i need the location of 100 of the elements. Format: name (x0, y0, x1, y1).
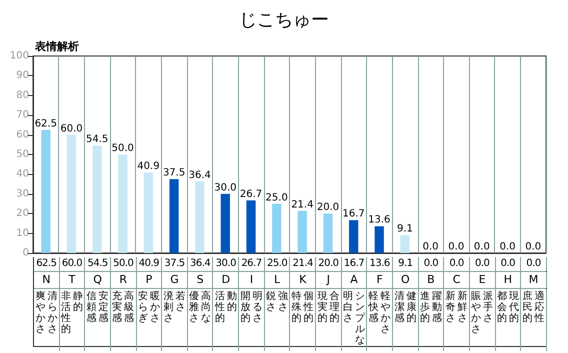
data-label: 26.7 (239, 257, 265, 271)
text: 強さ (278, 291, 288, 313)
text: 開放的 (240, 291, 250, 324)
x-tick-label: C (444, 272, 470, 288)
text: 現実的 (317, 291, 328, 324)
text: 賑やかさ (471, 291, 482, 335)
bar (272, 204, 282, 253)
text: 庶民的 (522, 291, 532, 324)
text: 現代的 (508, 291, 519, 324)
bar (195, 181, 204, 253)
text: 進歩的 (420, 291, 430, 324)
text: 新奇さ (446, 291, 456, 324)
text: 都会的 (496, 291, 507, 324)
text: 動的 (226, 291, 237, 313)
data-label: 54.5 (85, 257, 111, 271)
x-tick-label: H (496, 272, 522, 288)
text: 0.0 (448, 242, 464, 252)
data-label: 62.5 (34, 257, 60, 271)
text: 充実感 (112, 291, 122, 324)
bar (118, 154, 128, 253)
text: 暖かさ (150, 291, 160, 324)
y-tick-label: 60 (16, 129, 29, 140)
data-label: 0.0 (521, 257, 547, 271)
x-tick-label: I (239, 272, 265, 288)
text: 25.0 (266, 192, 288, 204)
text: 鋭さ (266, 291, 276, 313)
y-tick-label: 80 (16, 90, 29, 101)
x-tick-label: Q (85, 272, 111, 288)
text: 特殊的 (292, 291, 302, 324)
bar (92, 146, 102, 253)
text: 9.1 (396, 224, 413, 235)
text: 安定感 (98, 291, 109, 324)
data-label: 50.0 (110, 257, 137, 271)
x-tick-label: L (264, 272, 290, 288)
text: 清らかさ (47, 291, 58, 335)
y-tick-label: 70 (16, 110, 29, 121)
y-tick-label: 40 (16, 168, 29, 180)
text: 高級感 (124, 291, 134, 324)
x-tick-label: P (136, 272, 162, 288)
data-label: 0.0 (496, 257, 522, 271)
bar (144, 172, 154, 253)
data-label: 60.0 (60, 257, 86, 271)
text: 優雅さ (189, 291, 200, 324)
text: 明るさ (252, 291, 262, 324)
x-tick-label: K (290, 272, 316, 288)
text: 派手さ (483, 291, 494, 324)
text: 明白さ (343, 291, 353, 324)
data-label: 13.6 (367, 257, 393, 271)
text: 活性的 (214, 291, 225, 324)
text: 躍動感 (432, 291, 442, 324)
bar (169, 179, 179, 253)
bar (246, 200, 256, 253)
data-label: 9.1 (392, 257, 419, 271)
text: シンプルな (355, 291, 365, 346)
text: 健康的 (406, 291, 416, 324)
x-tick-label: O (392, 272, 419, 288)
text: 静的 (72, 291, 83, 313)
text: 54.5 (86, 134, 108, 146)
x-tick-label: R (110, 272, 137, 288)
text: 適応性 (534, 291, 544, 324)
data-label: 37.5 (162, 257, 188, 271)
y-tick-label: 10 (16, 228, 29, 239)
text: 13.6 (368, 214, 390, 226)
x-tick-label: G (162, 272, 188, 288)
text: 新鮮さ (458, 291, 468, 324)
x-tick-label: J (316, 272, 342, 288)
text: 62.5 (34, 118, 57, 130)
bar (323, 214, 333, 253)
text: 50.0 (112, 143, 134, 154)
chart-subtitle: 表情解析 (34, 40, 79, 53)
text: 高尚な (201, 291, 212, 324)
text: 21.4 (291, 199, 314, 210)
text: 非活性的 (60, 291, 71, 335)
text: 0.0 (525, 242, 542, 252)
text: 信頼感 (86, 291, 97, 324)
data-label: 0.0 (444, 257, 470, 271)
data-label: 0.0 (470, 257, 496, 271)
data-label: 16.7 (342, 257, 368, 271)
text: 若さ (176, 291, 186, 313)
text: 爽やかさ (35, 291, 46, 335)
data-label: 36.4 (188, 257, 214, 271)
bar (220, 194, 230, 253)
y-tick-label: 30 (16, 188, 29, 200)
x-tick-label: D (213, 272, 240, 288)
text: 軽やかさ (380, 291, 391, 335)
data-label: 25.0 (264, 257, 290, 271)
data-label: 21.4 (290, 257, 316, 271)
text: 合理的 (329, 291, 340, 324)
text: 溌剌さ (164, 291, 174, 324)
x-tick-label: T (60, 272, 86, 288)
data-label: 40.9 (136, 257, 162, 271)
y-tick-label: 50 (16, 149, 29, 160)
x-tick-label: E (470, 272, 496, 288)
chart-title: じこちゅー (239, 10, 329, 30)
bar (66, 134, 76, 253)
text: 個性的 (304, 291, 314, 324)
y-tick-label: 90 (16, 70, 29, 82)
x-tick-label: B (418, 272, 444, 288)
text: 安らぎ (138, 291, 148, 324)
data-label: 20.0 (316, 257, 342, 271)
